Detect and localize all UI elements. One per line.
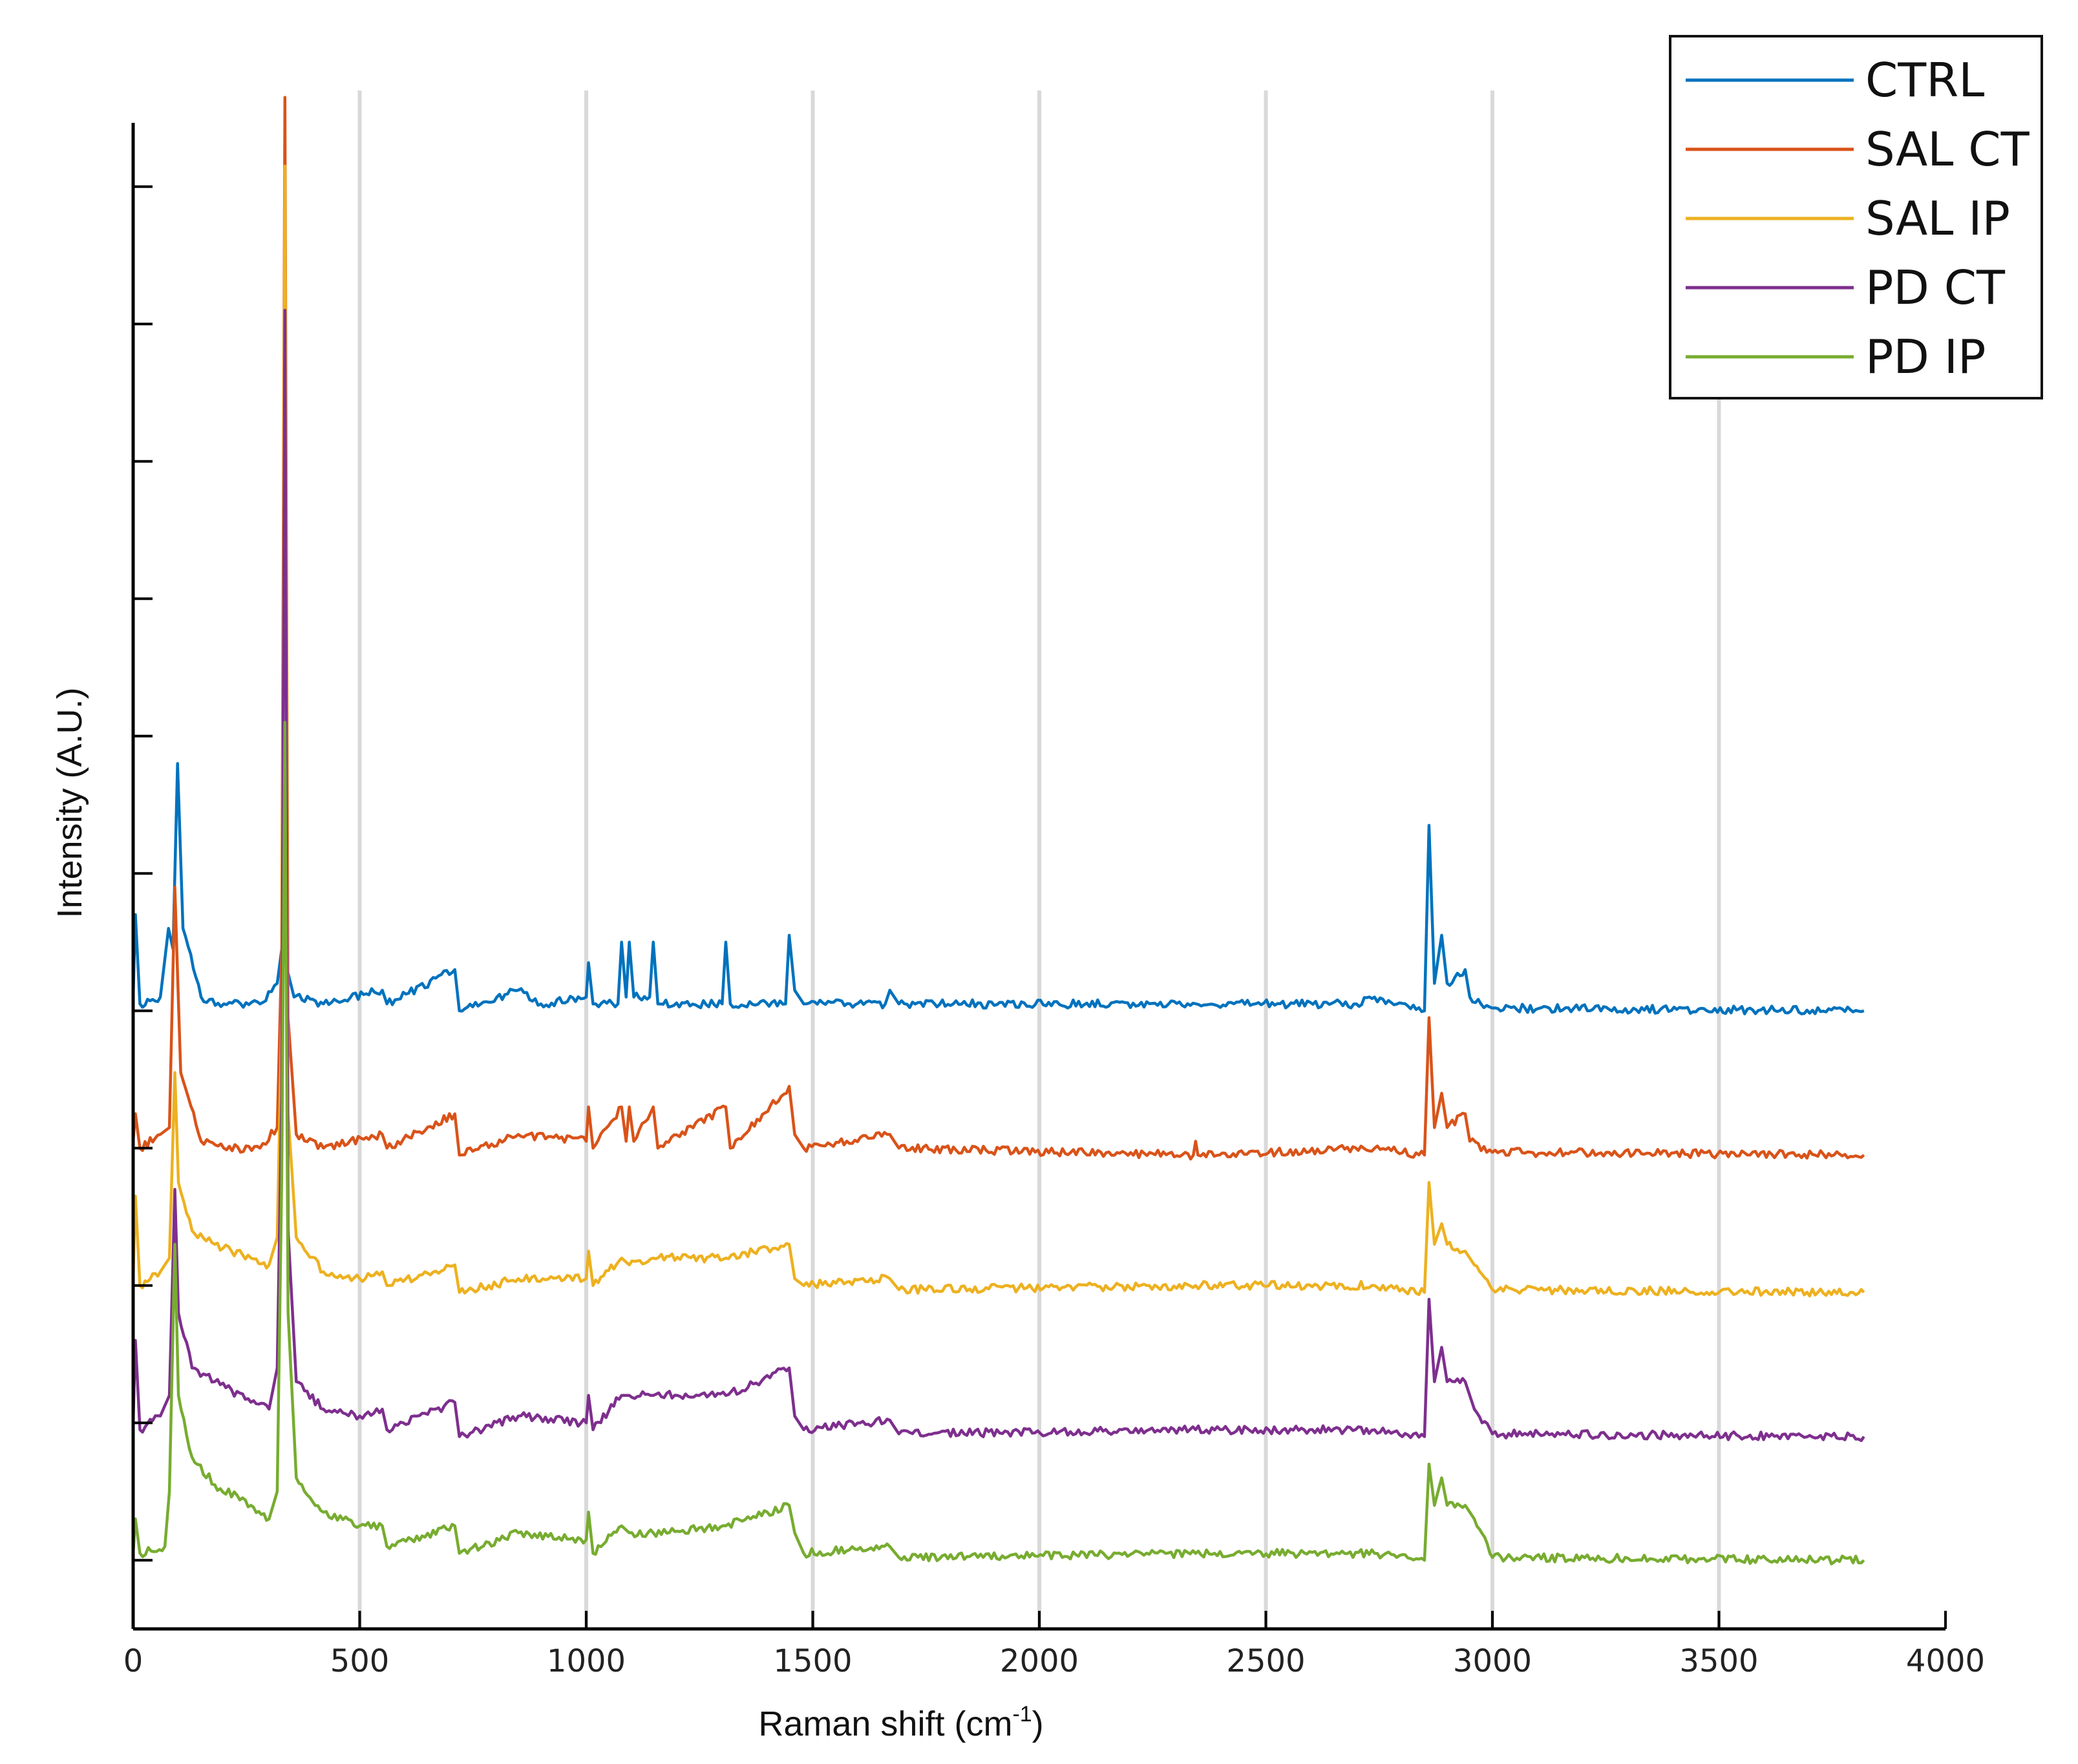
x-tick-label-3000: 3000 bbox=[1453, 1643, 1532, 1679]
legend-label: CTRL bbox=[1865, 53, 1984, 107]
legend-label: SAL CT bbox=[1865, 122, 2030, 176]
series-layer bbox=[131, 96, 1865, 1566]
x-tick-label-0: 0 bbox=[123, 1643, 143, 1679]
series-line-pd-ip bbox=[131, 721, 1865, 1566]
series-line-sal-ip bbox=[131, 164, 1865, 1298]
vertical-gridlines bbox=[357, 90, 1721, 1629]
x-tick-label-3500: 3500 bbox=[1679, 1643, 1758, 1679]
legend-label: SAL IP bbox=[1865, 191, 2010, 246]
axes: 0 500 1000 1500 2000 2500 3000 3500 4000 bbox=[123, 123, 1985, 1679]
x-axis-label: Raman shift (cm-1) bbox=[758, 1702, 1043, 1743]
legend-label: PD CT bbox=[1865, 260, 2006, 315]
series-line-ctrl bbox=[131, 762, 1865, 1015]
x-tick-label-4000: 4000 bbox=[1906, 1643, 1985, 1679]
y-axis-label: Intensity (A.U.) bbox=[50, 687, 89, 918]
legend: CTRL SAL CT SAL IP PD CT PD IP bbox=[1669, 35, 2043, 399]
series-line-pd-ct bbox=[131, 308, 1865, 1442]
series-line-sal-ct bbox=[131, 96, 1865, 1161]
x-tick-label-1500: 1500 bbox=[773, 1643, 852, 1679]
x-tick-label-2500: 2500 bbox=[1226, 1643, 1305, 1679]
x-tick-label-2000: 2000 bbox=[1000, 1643, 1079, 1679]
x-tick-label-1000: 1000 bbox=[547, 1643, 626, 1679]
x-tick-label-500: 500 bbox=[330, 1643, 390, 1679]
legend-label: PD IP bbox=[1865, 330, 1986, 384]
